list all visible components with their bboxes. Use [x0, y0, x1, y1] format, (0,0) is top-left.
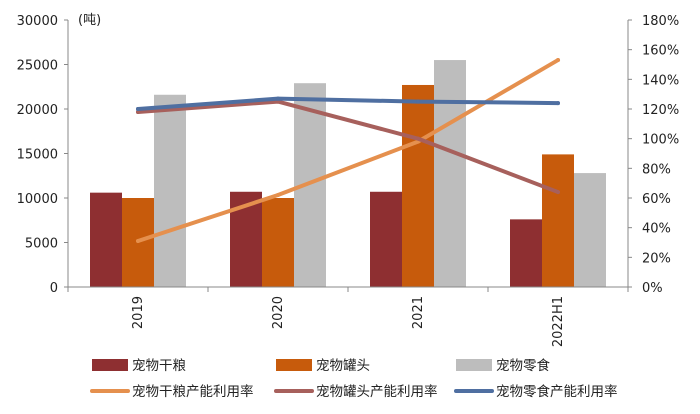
line-point-0-1 [276, 193, 280, 198]
left-tick-label: 20000 [17, 103, 58, 118]
right-tick-label: 140% [642, 73, 679, 88]
right-tick-label: 60% [642, 192, 671, 207]
x-tick-label: 2020 [271, 296, 286, 329]
line-point-1-2 [416, 136, 420, 141]
line-series-2 [136, 96, 560, 111]
line-point-2-3 [556, 101, 560, 106]
bar-series-group [90, 60, 606, 287]
legend-label-line-2: 宠物零食产能利用率 [496, 383, 618, 400]
left-tick-label: 0 [50, 281, 58, 296]
legend-label-line-1: 宠物罐头产能利用率 [316, 383, 438, 400]
bar-1-2021 [402, 84, 434, 287]
legend-label-bar-1: 宠物罐头 [316, 358, 370, 374]
right-tick-label: 20% [642, 251, 671, 266]
right-tick-label: 80% [642, 162, 671, 177]
bar-0-2019 [90, 192, 122, 287]
line-point-0-3 [556, 58, 560, 63]
line-point-1-0 [136, 109, 140, 114]
x-axis-labels: 2019 2020 2021 2022H1 [131, 296, 566, 347]
line-point-2-0 [136, 107, 140, 111]
left-axis: 0 5000 10000 15000 20000 25000 30000 [17, 14, 68, 296]
line-series-group [136, 58, 560, 244]
legend-swatch-bar-0 [92, 359, 128, 371]
right-tick-label: 100% [642, 133, 679, 148]
left-tick-label: 25000 [17, 59, 58, 74]
legend-label-bar-0: 宠物干粮 [132, 358, 186, 374]
legend-swatch-bar-1 [276, 359, 312, 371]
bar-0-2022H1 [510, 219, 542, 287]
right-tick-label: 180% [642, 14, 679, 29]
bar-2-2022H1 [574, 173, 606, 287]
bar-1-2022H1 [542, 154, 574, 287]
right-axis: 0% 20% 40% 60% 80% 100% 120% 140% 160% 180% [628, 14, 679, 296]
bar-1-2020 [262, 198, 294, 287]
right-tick-label: 40% [642, 222, 671, 237]
right-tick-label: 0% [642, 281, 663, 296]
line-point-1-3 [556, 190, 560, 195]
left-tick-label: 10000 [17, 192, 58, 207]
left-tick-label: 5000 [25, 237, 58, 252]
line-series-0 [136, 58, 560, 244]
axes [67, 20, 629, 292]
bar-0-2021 [370, 191, 402, 287]
legend-label-line-0: 宠物干粮产能利用率 [132, 383, 254, 400]
line-point-2-2 [416, 99, 420, 104]
left-tick-label: 15000 [17, 148, 58, 163]
line-point-2-1 [276, 96, 280, 101]
x-tick-label: 2022H1 [551, 296, 566, 347]
right-tick-label: 160% [642, 44, 679, 59]
legend-label-bar-2: 宠物零食 [496, 357, 550, 374]
bar-2-2019 [154, 94, 186, 287]
left-tick-label: 30000 [17, 14, 58, 29]
legend-swatch-bar-2 [456, 359, 492, 371]
right-tick-label: 120% [642, 103, 679, 118]
unit-label: (吨) [78, 13, 101, 28]
bar-2-2021 [434, 60, 466, 287]
x-tick-label: 2021 [411, 296, 426, 329]
line-point-0-0 [136, 239, 140, 244]
line-series-1 [136, 99, 560, 195]
x-tick-label: 2019 [131, 296, 146, 329]
